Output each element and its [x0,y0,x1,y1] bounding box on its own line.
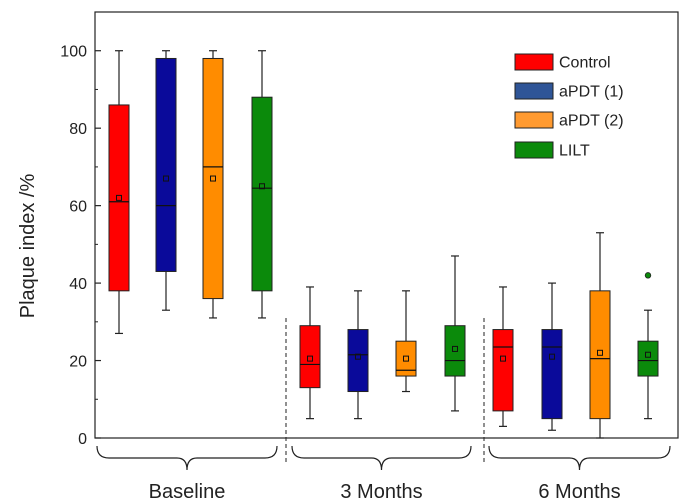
group-brace [97,446,277,470]
group-label: 3 Months [340,481,422,503]
box-iqr [590,291,610,419]
legend-label: aPDT (1) [559,84,624,101]
outlier-point [645,273,651,279]
box-plots [109,51,658,438]
legend-item-apdt-1-: aPDT (1) [515,83,624,101]
group-label: 6 Months [538,481,620,503]
box-baseline-control [109,51,129,334]
box-3-months-apdt-2- [396,291,416,392]
legend-label: LILT [559,143,590,160]
box-iqr [542,330,562,419]
box-3-months-lilt [445,256,465,411]
box-6-months-lilt [638,273,658,419]
box-iqr [203,58,223,298]
y-tick-label: 40 [69,276,87,293]
box-baseline-apdt-1- [156,51,176,310]
box-baseline-lilt [252,51,272,318]
box-iqr [348,330,368,392]
y-tick-label: 0 [78,431,87,448]
box-6-months-apdt-2- [590,233,610,438]
legend-label: Control [559,55,611,72]
y-tick-label: 100 [60,44,87,61]
group-brace [292,446,471,470]
legend-item-lilt: LILT [515,142,590,160]
group-labels: Baseline 3 Months 6 Months [97,446,670,503]
group-label: Baseline [149,481,226,503]
box-6-months-apdt-1- [542,283,562,430]
y-tick-label: 80 [69,121,87,138]
box-iqr [252,97,272,291]
box-3-months-control [300,287,320,419]
legend-item-control: Control [515,54,611,72]
legend-swatch [515,54,553,70]
y-tick-label: 60 [69,199,87,216]
box-6-months-control [493,287,513,426]
box-iqr [493,330,513,411]
axes: 0 20 40 60 80 100 [60,12,678,448]
y-axis-label: Plaque index /% [17,174,39,319]
box-iqr [445,326,465,376]
legend-swatch [515,112,553,128]
y-tick-label: 20 [69,354,87,371]
box-iqr [109,105,129,291]
legend-item-apdt-2-: aPDT (2) [515,112,624,130]
box-3-months-apdt-1- [348,291,368,419]
legend-swatch [515,142,553,158]
legend-swatch [515,83,553,99]
box-baseline-apdt-2- [203,51,223,318]
box-iqr [300,326,320,388]
legend-label: aPDT (2) [559,113,624,130]
box-iqr [156,58,176,271]
box-iqr [638,341,658,376]
group-brace [489,446,670,470]
legend: Control aPDT (1) aPDT (2) LILT [515,54,624,160]
